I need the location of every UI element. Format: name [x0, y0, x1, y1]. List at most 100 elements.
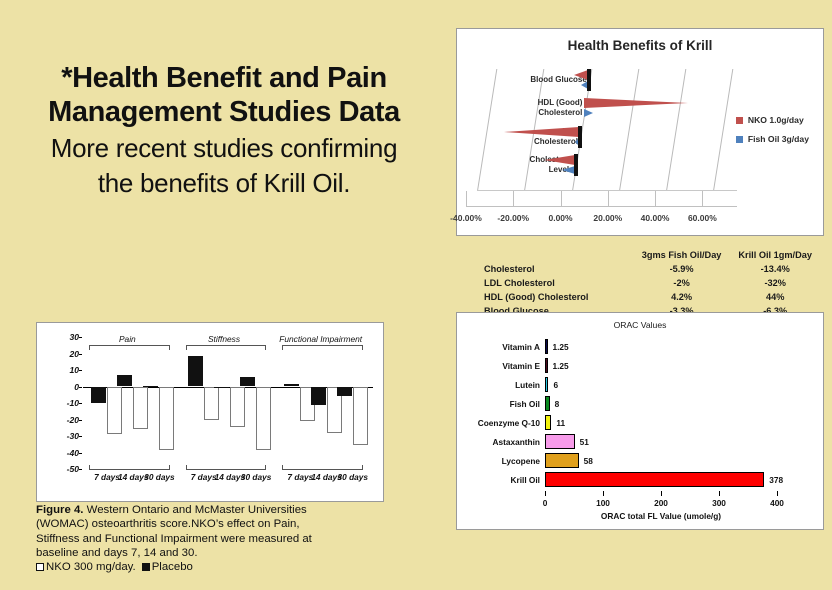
- womac-y-tick-label: 20: [69, 348, 79, 359]
- table-header-fish-oil: 3gms Fish Oil/Day: [641, 249, 722, 260]
- womac-day-label: 30 days: [144, 472, 175, 482]
- orac-value-label: 8: [554, 398, 560, 409]
- womac-bar-nko: [229, 386, 245, 427]
- table-header-blank: [462, 248, 635, 262]
- womac-plot-area: 30 20 10 0 -10 -20 -30 -40 -50 Pain 7 days 14 days 3…: [67, 332, 373, 482]
- legend-label-fish-oil: Fish Oil 3g/day: [747, 134, 809, 144]
- orac-x-tick-label: 0: [542, 498, 548, 508]
- womac-day-label: 7 days: [287, 472, 314, 482]
- orac-x-axis: ORAC total FL Value (umole/g) 0 100 200 300…: [542, 491, 813, 525]
- cone-bar-nko: [573, 69, 588, 80]
- bar-side-face: [586, 68, 591, 91]
- womac-group-label: Pain: [118, 334, 136, 344]
- table-cell-label: Blood Glucose: [484, 305, 549, 316]
- table-row: Blood Glucose -3.3% -6.3%: [462, 304, 822, 318]
- x-tick-label: 0.00%: [548, 213, 573, 223]
- orac-x-tick: [777, 491, 778, 496]
- orac-bar: [545, 339, 548, 354]
- table-cell-fish-oil: -2%: [673, 277, 690, 288]
- womac-y-tick: [79, 353, 82, 355]
- headline-block: *Health Benefit and Pain Management Stud…: [14, 62, 434, 199]
- gridline-wall: [713, 69, 734, 191]
- orac-category-label: Krill Oil: [510, 474, 540, 485]
- bar-side-face: [577, 125, 582, 148]
- axis-base-tick: [466, 191, 467, 207]
- womac-y-tick-label: -20: [66, 414, 79, 425]
- womac-y-tick-label: 30: [69, 332, 79, 342]
- orac-bar: [545, 377, 549, 392]
- womac-bar-nko: [256, 386, 272, 451]
- axis-base-tick: [560, 191, 562, 207]
- womac-y-tick: [79, 469, 82, 470]
- womac-y-tick-label: -30: [66, 431, 79, 441]
- womac-bar-nko: [159, 386, 175, 451]
- orac-bar-row: Lutein 6: [467, 375, 813, 394]
- x-tick-label: 40.00%: [640, 213, 670, 223]
- figure-caption: Figure 4. Western Ontario and McMaster U…: [36, 503, 388, 575]
- womac-bar-placebo: [284, 384, 300, 387]
- x-tick-label: -40.00%: [450, 213, 482, 223]
- x-tick-label: 60.00%: [687, 213, 717, 223]
- table-row: LDL Cholesterol -2% -32%: [462, 276, 822, 290]
- womac-day-label: 14 days: [117, 472, 149, 482]
- womac-group-bracket-top: [185, 345, 267, 350]
- category-label: Blood Glucose: [530, 74, 587, 84]
- womac-day-label: 7 days: [94, 472, 120, 482]
- headline-line-1: *Health Benefit and Pain: [61, 62, 387, 94]
- subheadline-line-1: More recent studies confirming: [50, 133, 398, 164]
- womac-bar-nko: [107, 386, 122, 435]
- x-tick-label: -20.00%: [497, 213, 530, 223]
- krill-chart-title: Health Benefits of Krill: [567, 38, 713, 53]
- cone-bar-nko: [543, 155, 575, 166]
- orac-x-axis-label: ORAC total FL Value (umole/g): [600, 511, 722, 521]
- table-cell-label: LDL Cholesterol: [484, 277, 555, 288]
- womac-y-tick-label: -50: [66, 464, 79, 474]
- orac-bar-row: Lycopene 58: [467, 451, 813, 470]
- gridline-wall: [477, 69, 498, 191]
- womac-bar-placebo: [143, 385, 159, 387]
- orac-value-label: 11: [556, 417, 566, 428]
- plot-floor-front: [467, 206, 738, 207]
- orac-bar: [545, 396, 550, 411]
- orac-value-label: 58: [583, 455, 593, 466]
- womac-group-label: Functional Impairment: [279, 334, 363, 344]
- womac-day-label: 7 days: [190, 472, 217, 482]
- orac-x-tick: [661, 491, 662, 496]
- womac-y-tick: [79, 436, 82, 437]
- table-row: HDL (Good) Cholesterol 4.2% 44%: [462, 290, 822, 304]
- orac-bar-row: Coenzyme Q-10 11: [467, 413, 813, 432]
- legend-swatch-nko-open: [36, 563, 44, 572]
- womac-y-tick: [79, 370, 82, 371]
- health-benefits-chart: Health Benefits of Krill -40.00% -20.00% 0…: [450, 28, 824, 236]
- womac-day-label: 14 days: [214, 472, 246, 482]
- womac-bar-nko: [133, 386, 149, 430]
- orac-category-label: Vitamin E: [502, 360, 540, 371]
- womac-y-tick: [79, 386, 82, 388]
- table-row: Cholesterol -5.9% -13.4%: [462, 262, 822, 276]
- axis-base-tick: [607, 191, 609, 207]
- orac-value-label: 378: [769, 474, 784, 485]
- womac-group-bracket-bottom: [282, 465, 363, 470]
- womac-day-label: 30 days: [337, 472, 368, 482]
- womac-bar-nko: [326, 386, 342, 433]
- caption-legend-nko: NKO 300 mg/day.: [46, 561, 136, 574]
- caption-line-4: baseline and days 7, 14 and 30.: [36, 547, 198, 560]
- table-header-row: 3gms Fish Oil/Day Krill Oil 1gm/Day: [462, 248, 822, 262]
- orac-value-label: 1.25: [552, 341, 569, 352]
- caption-figure-label: Figure 4.: [36, 504, 84, 516]
- orac-values-chart: ORAC Values Vitamin A 1.25 Vitamin E 1.25 Lu…: [456, 312, 824, 530]
- subheadline-line-2: the benefits of Krill Oil.: [97, 167, 351, 198]
- orac-category-label: Coenzyme Q-10: [477, 417, 540, 428]
- womac-bar-placebo: [336, 386, 352, 397]
- womac-y-tick: [79, 419, 82, 421]
- orac-x-tick: [719, 491, 720, 496]
- womac-bar-nko: [352, 386, 368, 446]
- legend-item-fish-oil: Fish Oil 3g/day: [735, 134, 809, 144]
- gridline-wall: [666, 69, 687, 191]
- womac-y-tick: [79, 403, 82, 404]
- table-cell-krill-oil: -32%: [764, 277, 786, 288]
- x-tick-label: 20.00%: [593, 213, 623, 223]
- caption-legend-line: NKO 300 mg/day. Placebo: [36, 560, 388, 574]
- orac-x-tick-label: 300: [712, 498, 726, 508]
- orac-value-label: 6: [553, 379, 559, 390]
